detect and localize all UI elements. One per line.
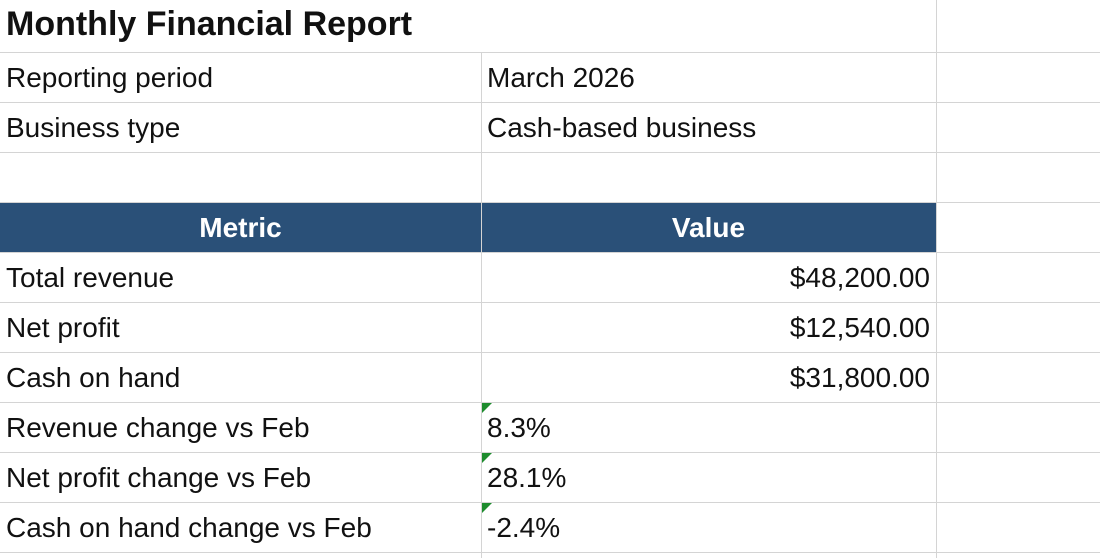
error-indicator <box>482 453 492 463</box>
header-fill <box>0 202 936 252</box>
error-indicator <box>482 403 492 413</box>
column-header: Metric <box>199 212 282 243</box>
metric-value: $31,800.00 <box>789 362 930 393</box>
metric-name: Cash on hand <box>6 362 181 393</box>
grid-line <box>0 152 1100 153</box>
metric-name: Net profit <box>6 312 120 343</box>
metric-value: 8.3% <box>487 412 551 443</box>
metric-name: Net profit change vs Feb <box>6 462 312 493</box>
grid-line <box>0 352 1100 353</box>
info-value: March 2026 <box>487 62 635 93</box>
metric-value: 28.1% <box>487 462 567 493</box>
metric-name: Revenue change vs Feb <box>6 412 310 443</box>
grid-line <box>481 52 482 558</box>
grid-line <box>0 202 1100 203</box>
info-value: Cash-based business <box>487 112 757 143</box>
metric-name: Cash on hand change vs Feb <box>6 512 372 543</box>
column-header: Value <box>671 212 746 243</box>
grid-line <box>0 52 1100 53</box>
grid-line <box>0 302 1100 303</box>
metric-value: -2.4% <box>487 512 561 543</box>
info-label: Business type <box>6 112 181 143</box>
metric-name: Total revenue <box>6 262 175 293</box>
grid-line <box>0 252 1100 253</box>
grid-line <box>0 502 1100 503</box>
grid-line <box>0 452 1100 453</box>
grid-line <box>0 552 1100 553</box>
report-title: Monthly Financial Report <box>6 5 413 43</box>
grid-line <box>0 402 1100 403</box>
info-label: Reporting period <box>6 62 214 93</box>
grid-line <box>0 102 1100 103</box>
metric-value: $12,540.00 <box>789 312 930 343</box>
error-indicator <box>482 503 492 513</box>
grid-line <box>936 0 937 558</box>
metric-value: $48,200.00 <box>789 262 930 293</box>
